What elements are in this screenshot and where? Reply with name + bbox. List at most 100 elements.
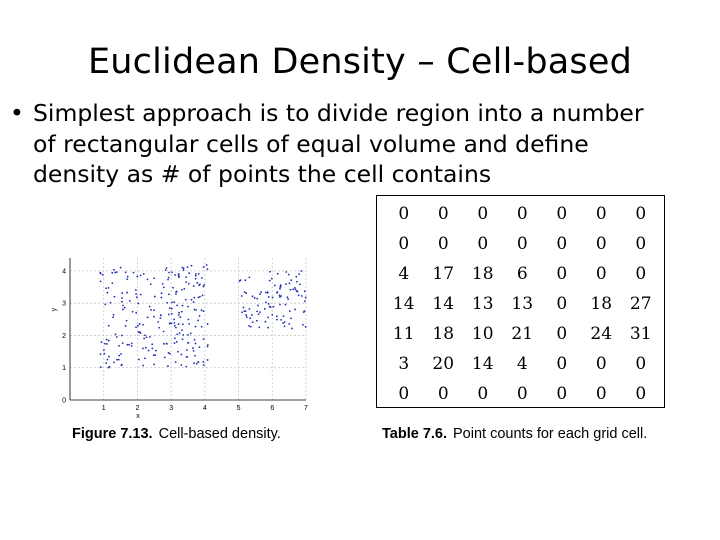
- table-cell: 0: [635, 264, 647, 284]
- data-point: [168, 322, 171, 325]
- data-point: [111, 271, 114, 274]
- data-point: [299, 283, 301, 286]
- data-point: [124, 325, 127, 327]
- point-count-table-frame: 0 0 0 0 0 0 0 0 0 0 0 0 0 0 4 17 18 6 0 0 0 14 14 13 13 0 18 27 11 18…: [376, 195, 665, 408]
- data-point: [170, 312, 173, 315]
- data-point: [238, 280, 241, 282]
- data-point: [139, 293, 142, 296]
- y-tick-label: 0: [62, 398, 66, 405]
- table-cell: 0: [635, 354, 647, 374]
- data-point: [287, 298, 290, 301]
- data-point: [126, 291, 129, 294]
- data-point: [167, 276, 170, 279]
- data-point: [119, 266, 122, 269]
- bullet-text: Simplest approach is to divide region in…: [33, 99, 644, 188]
- data-point: [197, 296, 200, 299]
- point-count-table: 0 0 0 0 0 0 0 0 0 0 0 0 0 0 4 17 18 6 0 0 0 14 14 13 13 0 18 27 11 18…: [384, 199, 661, 409]
- bullet-marker: •: [10, 99, 24, 127]
- table-cell: 18: [471, 264, 494, 284]
- data-point: [144, 357, 146, 360]
- data-point: [202, 360, 205, 363]
- data-point: [186, 266, 189, 269]
- data-point: [276, 272, 279, 275]
- data-point: [144, 334, 146, 337]
- data-point: [121, 300, 123, 303]
- data-point: [178, 311, 180, 314]
- data-point: [304, 325, 307, 328]
- data-point: [162, 286, 165, 289]
- data-point: [136, 275, 139, 278]
- data-point: [267, 296, 270, 298]
- data-point: [258, 293, 261, 296]
- data-point: [142, 347, 144, 350]
- data-point: [135, 293, 137, 295]
- table-cell: 0: [556, 264, 568, 284]
- data-point: [173, 318, 176, 321]
- data-point: [167, 365, 169, 367]
- data-point: [117, 358, 120, 361]
- data-point: [142, 364, 145, 367]
- data-point: [198, 284, 201, 286]
- data-point: [303, 290, 306, 293]
- data-point: [206, 323, 209, 325]
- data-point: [107, 324, 110, 327]
- table-cell: 3: [398, 354, 410, 374]
- data-point: [116, 358, 118, 361]
- data-point: [135, 326, 137, 329]
- scatter-figure: 1 2 3 4 5 6 7 0 1 2 3 4 x y: [51, 250, 312, 425]
- data-point: [251, 314, 253, 316]
- data-point: [99, 272, 102, 275]
- data-point: [193, 296, 196, 299]
- data-point: [270, 277, 273, 280]
- data-point: [279, 287, 281, 290]
- data-point: [241, 311, 244, 314]
- data-point: [148, 305, 151, 308]
- data-point: [288, 282, 291, 285]
- data-point: [174, 361, 177, 364]
- data-point: [202, 266, 205, 268]
- table-cell: 0: [437, 234, 449, 254]
- data-point: [174, 274, 176, 276]
- data-point: [249, 317, 252, 320]
- table-cell: 11: [392, 324, 415, 344]
- data-point: [173, 322, 176, 324]
- data-point: [103, 348, 105, 351]
- data-point: [197, 361, 199, 364]
- data-point: [275, 315, 278, 318]
- data-point: [203, 284, 206, 286]
- data-point: [105, 338, 108, 341]
- table-cell: 0: [635, 234, 647, 254]
- table-caption-number: Table 7.6.: [382, 426, 448, 442]
- data-point: [257, 313, 260, 316]
- data-point: [108, 365, 111, 368]
- table-cell: 0: [635, 204, 647, 224]
- data-point: [135, 296, 138, 299]
- data-point: [150, 309, 152, 311]
- data-point: [126, 343, 129, 346]
- table-cell: 13: [511, 294, 534, 314]
- data-point: [173, 324, 176, 327]
- data-point: [115, 336, 118, 338]
- table-row: 0 0 0 0 0 0 0: [384, 229, 661, 259]
- data-point: [178, 332, 181, 335]
- data-point: [202, 285, 205, 288]
- table-row: 3 20 14 4 0 0 0: [384, 349, 661, 379]
- data-point: [206, 359, 209, 361]
- data-point: [189, 332, 192, 335]
- data-point: [245, 314, 247, 316]
- x-tick-label: 2: [135, 405, 139, 412]
- data-point: [187, 333, 190, 336]
- data-point: [175, 293, 177, 295]
- table-row: 11 18 10 21 0 24 31: [384, 319, 661, 349]
- table-cell: 0: [635, 384, 647, 404]
- data-point: [197, 319, 200, 322]
- data-point: [106, 358, 109, 361]
- data-point: [105, 287, 107, 290]
- data-point: [248, 276, 251, 279]
- table-cell: 0: [556, 234, 568, 254]
- data-point: [175, 340, 178, 343]
- data-point: [286, 296, 289, 299]
- data-point: [266, 291, 269, 294]
- table-row: 4 17 18 6 0 0 0: [384, 259, 661, 289]
- data-point: [192, 349, 195, 352]
